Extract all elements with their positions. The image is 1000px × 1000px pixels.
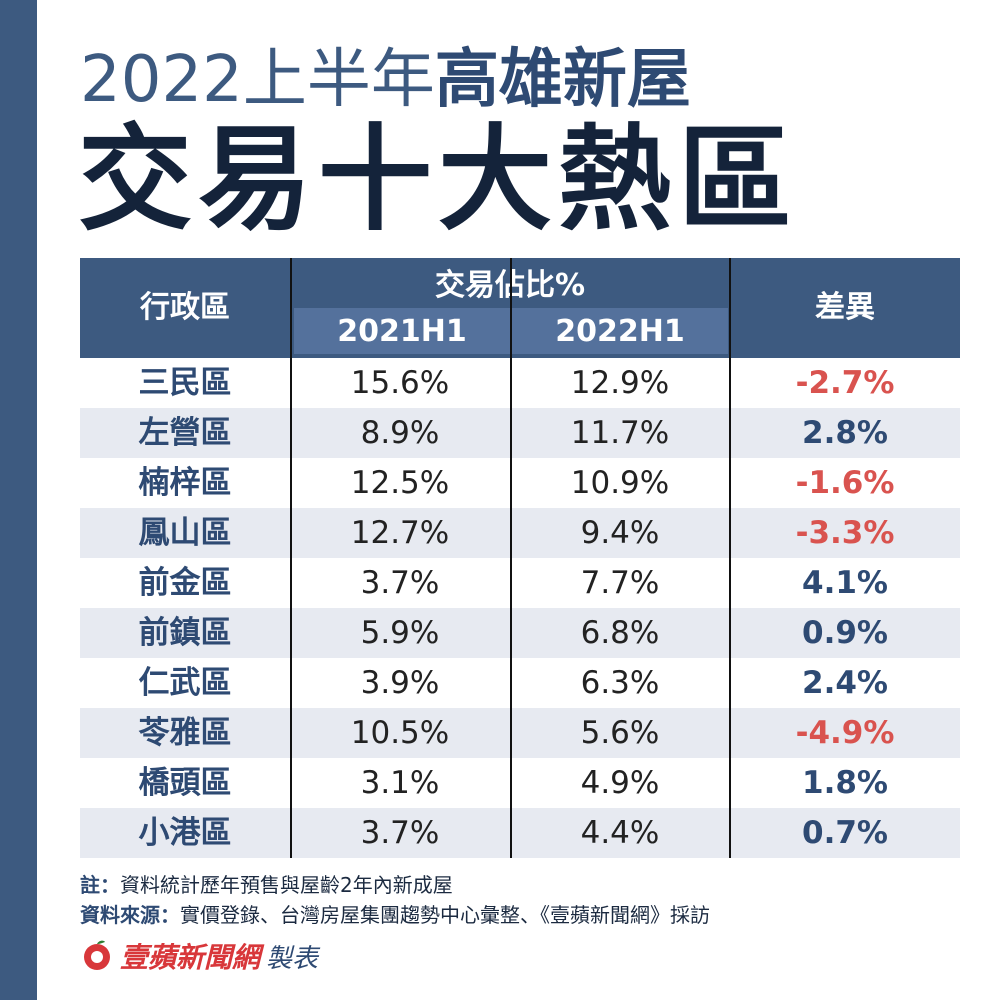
diff-cell: 2.4% — [802, 665, 888, 701]
share-2022h1-cell: 12.9% — [570, 365, 670, 401]
share-2021h1-cell: 3.7% — [360, 565, 440, 601]
table-row: 仁武區 3.9% 6.3% 2.4% — [80, 658, 960, 708]
title-period: 2022上半年 — [80, 43, 435, 117]
share-2021h1-cell: 3.9% — [360, 665, 440, 701]
note-text: 資料統計歷年預售與屋齡2年內新成屋 — [120, 873, 453, 897]
brand-suffix: 製表 — [266, 943, 319, 974]
source-label: 資料來源： — [80, 903, 180, 927]
district-cell: 左營區 — [138, 415, 232, 451]
diff-cell: 4.1% — [802, 565, 888, 601]
source-line: 資料來源：實價登錄、台灣房屋集團趨勢中心彙整、《壹蘋新聞網》採訪 — [80, 900, 710, 930]
share-2022h1-cell: 7.7% — [580, 565, 660, 601]
column-divider — [290, 258, 292, 858]
table-row: 橋頭區 3.1% 4.9% 1.8% — [80, 758, 960, 808]
share-2022h1-cell: 6.3% — [580, 665, 660, 701]
table-header: 行政區 交易佔比% 2021H1 2022H1 差異 — [80, 258, 960, 358]
share-2022h1-cell: 4.9% — [580, 765, 660, 801]
header-district: 行政區 — [140, 290, 230, 325]
table-row: 小港區 3.7% 4.4% 0.7% — [80, 808, 960, 858]
share-2022h1-cell: 9.4% — [580, 515, 660, 551]
header-diff: 差異 — [815, 290, 875, 325]
share-2022h1-cell: 10.9% — [570, 465, 670, 501]
title-line-1: 2022上半年高雄新屋 — [80, 40, 691, 120]
note-label: 註： — [80, 873, 120, 897]
title-subject: 高雄新屋 — [434, 43, 691, 117]
note-line: 註：資料統計歷年預售與屋齡2年內新成屋 — [80, 870, 710, 900]
left-accent-bar — [0, 0, 37, 1000]
source-text: 實價登錄、台灣房屋集團趨勢中心彙整、《壹蘋新聞網》採訪 — [180, 903, 710, 927]
header-year-2022h1: 2022H1 — [512, 308, 728, 354]
brand-logo-icon — [84, 940, 110, 970]
column-divider — [510, 258, 512, 858]
title-line-2: 交易十大熱區 — [78, 113, 799, 246]
diff-cell: 1.8% — [802, 765, 888, 801]
share-2022h1-cell: 11.7% — [570, 415, 670, 451]
district-cell: 橋頭區 — [138, 765, 232, 801]
brand-name: 壹蘋新聞網 — [120, 941, 261, 974]
district-cell: 前金區 — [138, 565, 232, 601]
diff-cell: -1.6% — [795, 465, 895, 501]
table-body: 三民區 15.6% 12.9% -2.7% 左營區 8.9% 11.7% 2.8% 楠梓區 12.… — [80, 358, 960, 858]
share-2022h1-cell: 6.8% — [580, 615, 660, 651]
share-2022h1-cell: 4.4% — [580, 815, 660, 851]
diff-cell: 2.8% — [802, 415, 888, 451]
diff-cell: -4.9% — [795, 715, 895, 751]
header-year-2021h1: 2021H1 — [294, 308, 510, 354]
share-2021h1-cell: 3.7% — [360, 815, 440, 851]
district-cell: 楠梓區 — [138, 465, 232, 501]
share-2022h1-cell: 5.6% — [580, 715, 660, 751]
district-cell: 苓雅區 — [138, 715, 232, 751]
table-row: 前金區 3.7% 7.7% 4.1% — [80, 558, 960, 608]
data-table: 行政區 交易佔比% 2021H1 2022H1 差異 三民區 15.6% 12.9%… — [80, 258, 960, 858]
share-2021h1-cell: 3.1% — [360, 765, 440, 801]
brand-credit: 壹蘋新聞網 製表 — [80, 936, 318, 976]
table-row: 楠梓區 12.5% 10.9% -1.6% — [80, 458, 960, 508]
share-2021h1-cell: 8.9% — [360, 415, 440, 451]
table-row: 前鎮區 5.9% 6.8% 0.9% — [80, 608, 960, 658]
diff-cell: -3.3% — [795, 515, 895, 551]
share-2021h1-cell: 12.7% — [350, 515, 450, 551]
diff-cell: 0.7% — [802, 815, 888, 851]
table-row: 鳳山區 12.7% 9.4% -3.3% — [80, 508, 960, 558]
share-2021h1-cell: 10.5% — [350, 715, 450, 751]
column-divider — [729, 258, 731, 858]
table-row: 苓雅區 10.5% 5.6% -4.9% — [80, 708, 960, 758]
share-2021h1-cell: 5.9% — [360, 615, 440, 651]
district-cell: 三民區 — [138, 365, 232, 401]
table-row: 三民區 15.6% 12.9% -2.7% — [80, 358, 960, 408]
share-2021h1-cell: 12.5% — [350, 465, 450, 501]
share-2021h1-cell: 15.6% — [350, 365, 450, 401]
district-cell: 仁武區 — [138, 665, 232, 701]
district-cell: 鳳山區 — [138, 515, 232, 551]
diff-cell: 0.9% — [802, 615, 888, 651]
footnotes: 註：資料統計歷年預售與屋齡2年內新成屋 資料來源：實價登錄、台灣房屋集團趨勢中心… — [80, 870, 710, 930]
diff-cell: -2.7% — [795, 365, 895, 401]
district-cell: 前鎮區 — [138, 615, 232, 651]
table-row: 左營區 8.9% 11.7% 2.8% — [80, 408, 960, 458]
district-cell: 小港區 — [138, 815, 232, 851]
